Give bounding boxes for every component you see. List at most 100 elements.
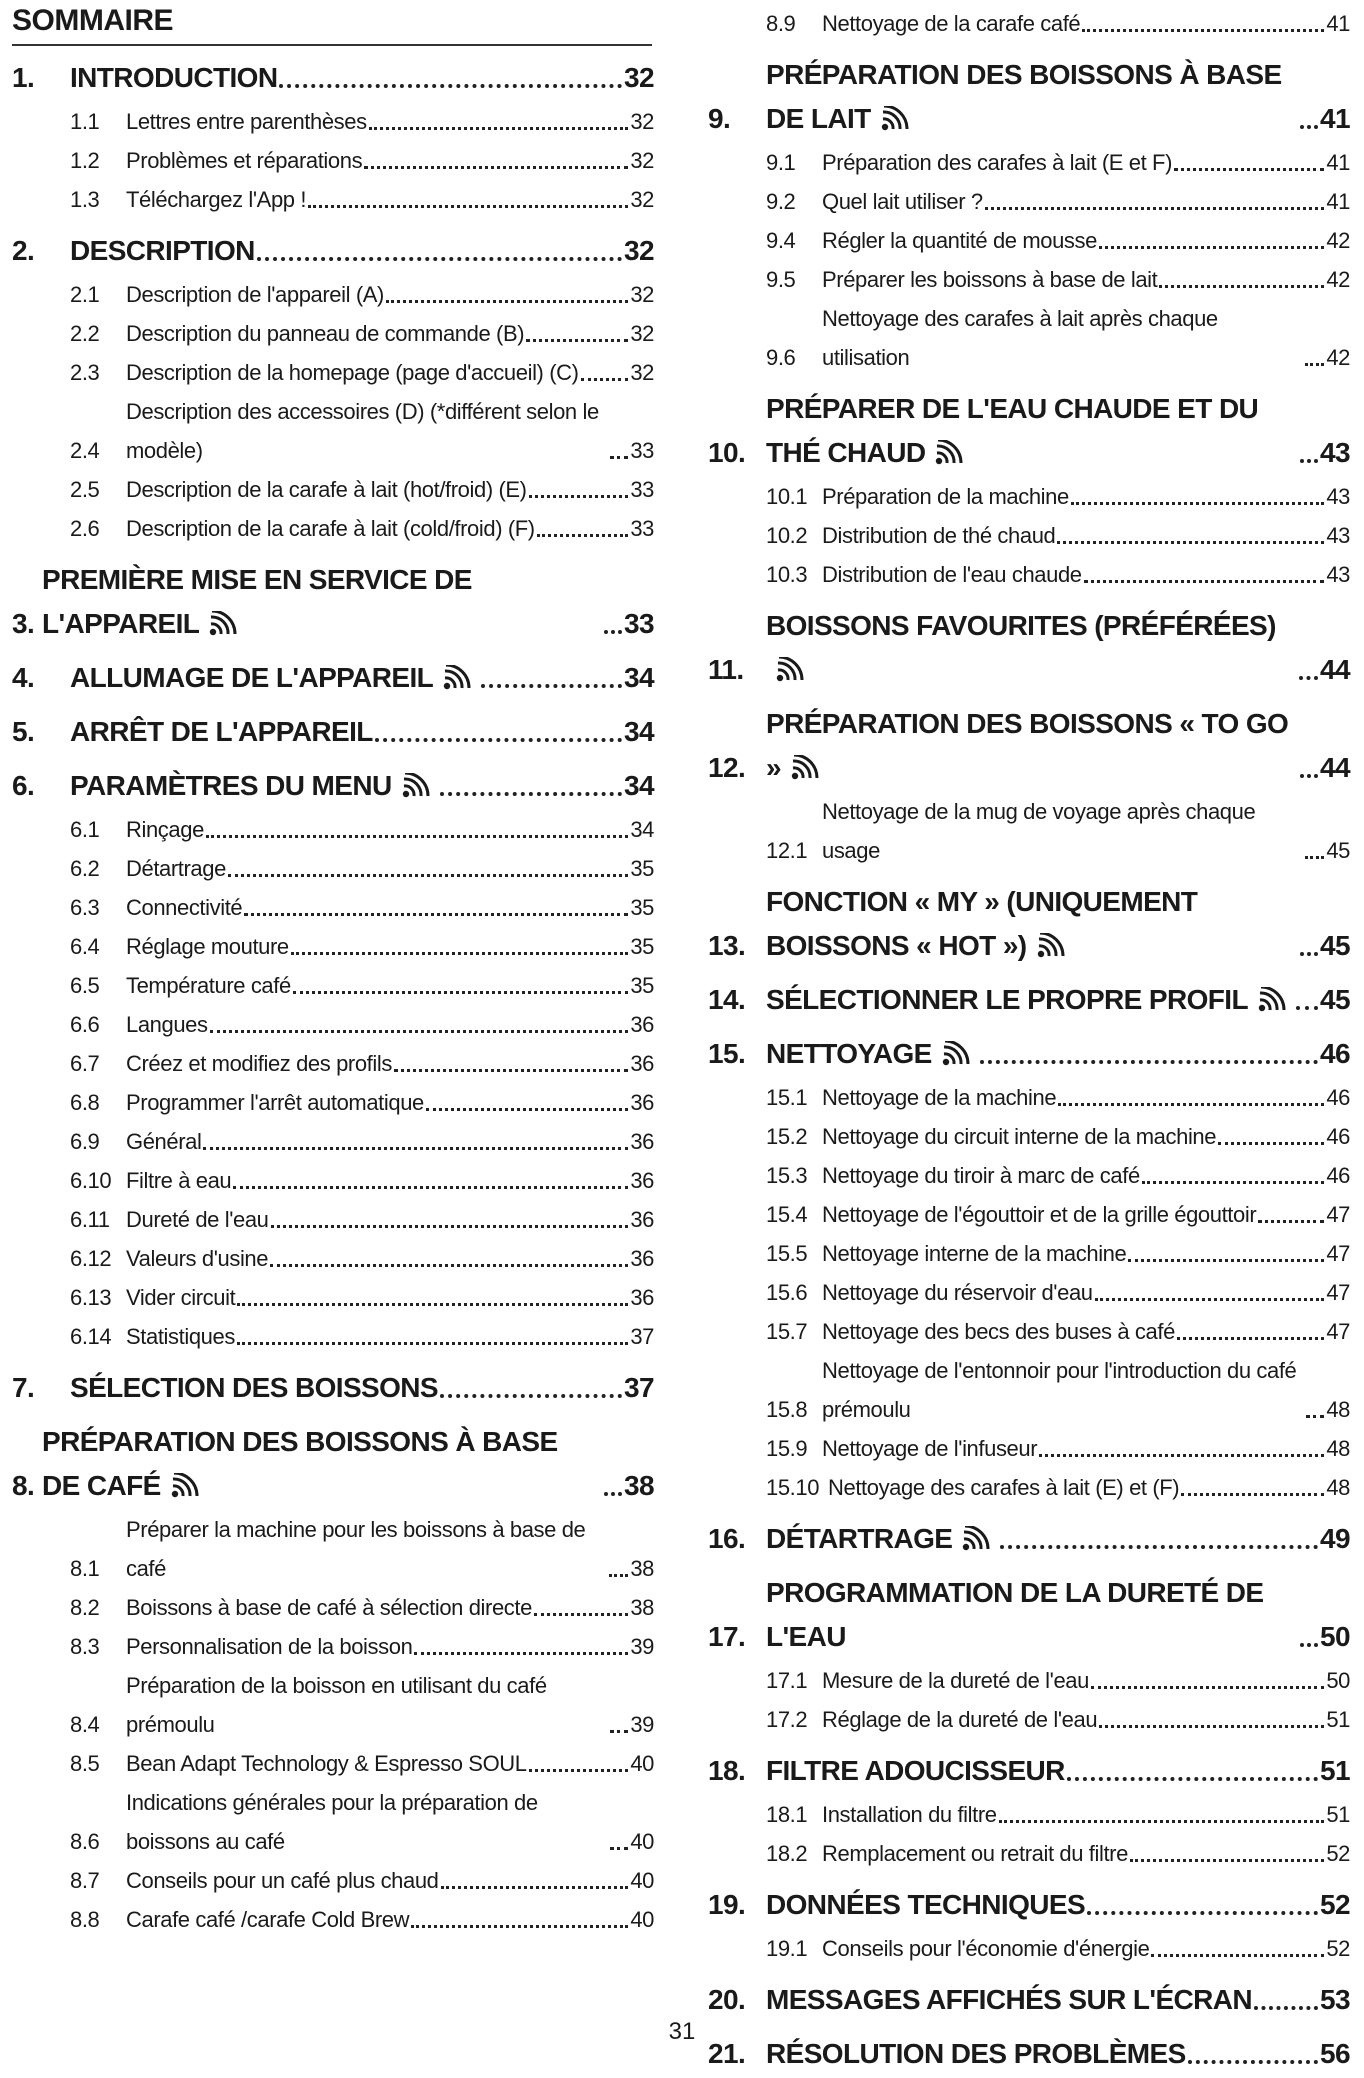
right-column: 8.9 Nettoyage de la carafe café 41 9. PRÉPAR…: [708, 4, 1351, 2078]
toc-entry: 6.12 Valeurs d'usine 36: [12, 1239, 654, 1278]
dot-leader: [1300, 952, 1319, 956]
entry-page: 33: [630, 438, 654, 463]
toc-heading: 20. MESSAGES AFFICHÉS SUR L'ÉCRAN 53: [708, 1978, 1351, 2022]
entry-text: INTRODUCTION: [70, 56, 279, 100]
entry-number: 2.2: [70, 321, 100, 346]
entry-number: 6.14: [70, 1324, 112, 1349]
entry-page: 33: [624, 608, 655, 639]
entry-text: Vider circuit: [126, 1278, 237, 1317]
entry-number: 15.4: [766, 1202, 808, 1227]
entry-title: Température café: [126, 973, 291, 998]
entry-body: Personnalisation de la boisson 39: [126, 1627, 654, 1666]
wifi-icon: [776, 657, 804, 682]
entry-body: Indications générales pour la préparatio…: [126, 1783, 654, 1861]
entry-page: 36: [630, 1129, 654, 1154]
toc-entry: 1.1 Lettres entre parenthèses 32: [12, 102, 654, 141]
toc-entry: 1.3 Téléchargez l'App ! 32: [12, 180, 654, 219]
entry-body: Préparer les boissons à base de lait 42: [822, 260, 1350, 299]
dot-leader: [1298, 676, 1319, 680]
entry-body: Nettoyage de l'entonnoir pour l'introduc…: [822, 1351, 1350, 1429]
dot-leader: [528, 1769, 629, 1772]
entry-number: 9.4: [766, 228, 796, 253]
entry-body: Conseils pour l'économie d'énergie 52: [822, 1929, 1350, 1968]
entry-text: BOISSONS FAVOURITES (PRÉFÉRÉES): [766, 604, 1299, 692]
entry-title: Nettoyage de l'entonnoir pour l'introduc…: [822, 1358, 1297, 1422]
entry-number: 10.3: [766, 562, 808, 587]
entry-body: Carafe café /carafe Cold Brew 40: [126, 1900, 654, 1939]
entry-page: 47: [1326, 1202, 1350, 1227]
entry-title: Préparation de la machine: [822, 484, 1069, 509]
entry-number: 8.4: [70, 1712, 100, 1737]
entry-body: PARAMÈTRES DU MENU 34: [70, 764, 655, 808]
entry-number: 6.3: [70, 895, 100, 920]
entry-text: SÉLECTION DES BOISSONS: [70, 1366, 440, 1410]
dot-leader: [526, 339, 629, 342]
dot-leader: [1151, 1954, 1325, 1957]
entry-number: 9.: [708, 103, 731, 134]
dot-leader: [1039, 1454, 1325, 1457]
toc-entry: 8.3 Personnalisation de la boisson 39: [12, 1627, 654, 1666]
entry-body: Nettoyage des becs des buses à café 47: [822, 1312, 1350, 1351]
dot-leader: [439, 1394, 623, 1398]
toc-heading: 9. PRÉPARATION DES BOISSONS À BASE DE LAI…: [708, 53, 1351, 141]
entry-page: 40: [630, 1751, 654, 1776]
entry-page: 35: [630, 934, 654, 959]
entry-text: Régler la quantité de mousse: [822, 221, 1099, 260]
entry-body: Mesure de la dureté de l'eau 50: [822, 1661, 1350, 1700]
toc-entry: 6.5 Température café 35: [12, 966, 654, 1005]
entry-number: 11.: [708, 654, 744, 685]
dot-leader: [1141, 1181, 1325, 1184]
entry-page: 43: [1320, 437, 1351, 468]
entry-page: 32: [630, 109, 654, 134]
dot-leader: [610, 456, 629, 459]
entry-title: Réglage mouture: [126, 934, 289, 959]
entry-number: 2.4: [70, 438, 100, 463]
entry-text: NETTOYAGE: [766, 1032, 980, 1076]
toc-heading: 1. INTRODUCTION 32: [12, 56, 655, 100]
entry-number: 6.2: [70, 856, 100, 881]
dot-leader: [1176, 1337, 1325, 1340]
entry-body: Préparation de la boisson en utilisant d…: [126, 1666, 654, 1744]
wifi-icon: [881, 106, 909, 131]
entry-text: Nettoyage de la machine: [822, 1078, 1058, 1117]
entry-title: PRÉPARER DE L'EAU CHAUDE ET DU THÉ CHAUD: [766, 393, 1259, 468]
entry-title: Personnalisation de la boisson: [126, 1634, 413, 1659]
entry-body: Distribution de thé chaud 43: [822, 516, 1350, 555]
toc-entry: 15.2 Nettoyage du circuit interne de la m…: [708, 1117, 1350, 1156]
toc-entry: 1.2 Problèmes et réparations 32: [12, 141, 654, 180]
entry-text: Préparation des carafes à lait (E et F): [822, 143, 1174, 182]
entry-number: 8.8: [70, 1907, 100, 1932]
toc-entry: 9.2 Quel lait utiliser ? 41: [708, 182, 1350, 221]
entry-page: 36: [630, 1207, 654, 1232]
entry-text: Langues: [126, 1005, 210, 1044]
entry-title: BOISSONS FAVOURITES (PRÉFÉRÉES): [766, 610, 1276, 641]
entry-title: Indications générales pour la préparatio…: [126, 1790, 538, 1854]
dot-leader: [244, 913, 629, 916]
toc-entry: 8.9 Nettoyage de la carafe café 41: [708, 4, 1350, 43]
dot-leader: [308, 205, 629, 208]
entry-page: 48: [1326, 1397, 1350, 1422]
toc-entry: 8.8 Carafe café /carafe Cold Brew 40: [12, 1900, 654, 1939]
entry-number: 8.7: [70, 1868, 100, 1893]
dot-leader: [256, 257, 623, 261]
entry-number: 8.6: [70, 1829, 100, 1854]
dot-leader: [1159, 285, 1325, 288]
entry-page: 48: [1326, 1475, 1350, 1500]
toc-entry: 18.2 Remplacement ou retrait du filtre 52: [708, 1834, 1350, 1873]
entry-body: Description de la homepage (page d'accue…: [126, 353, 654, 392]
dot-leader: [1128, 1259, 1325, 1262]
wifi-icon: [402, 773, 430, 798]
entry-body: Quel lait utiliser ? 41: [822, 182, 1350, 221]
toc-heading: 3. PREMIÈRE MISE EN SERVICE DE L'APPAREIL…: [12, 558, 655, 646]
entry-page: 46: [1320, 1038, 1351, 1069]
toc-heading: 15. NETTOYAGE 46: [708, 1032, 1351, 1076]
entry-page: 36: [630, 1168, 654, 1193]
entry-body: Bean Adapt Technology & Espresso SOUL 40: [126, 1744, 654, 1783]
entry-body: Langues 36: [126, 1005, 654, 1044]
entry-number: 8.: [12, 1470, 35, 1501]
dot-leader: [1254, 2006, 1319, 2010]
entry-title: Dureté de l'eau: [126, 1207, 269, 1232]
entry-text: Description de la carafe à lait (cold/fr…: [126, 509, 537, 548]
entry-body: NETTOYAGE 46: [766, 1032, 1351, 1076]
